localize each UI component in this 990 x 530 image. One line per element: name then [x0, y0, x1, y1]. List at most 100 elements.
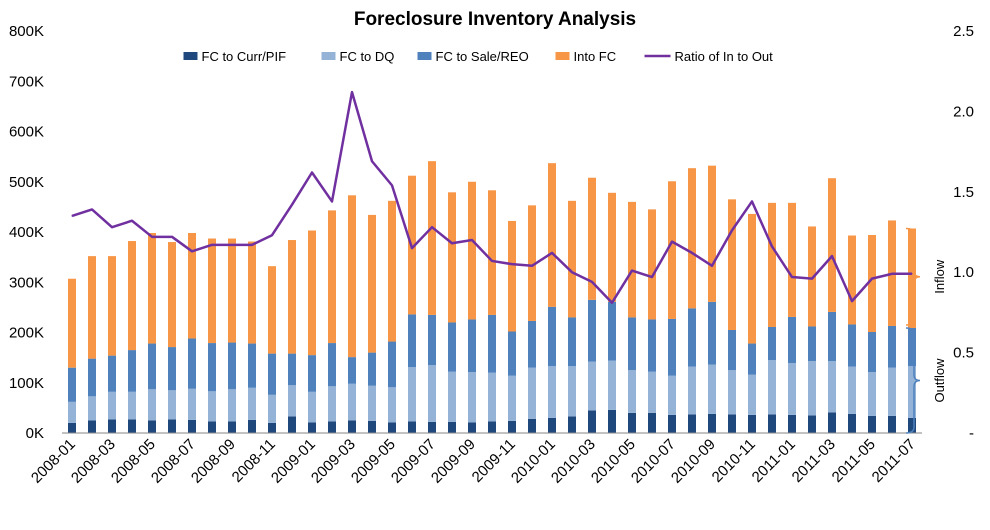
ratio-point [391, 184, 393, 186]
y-right-tick-label: - [969, 425, 974, 442]
bar-fc-to-curr-pif [428, 421, 436, 433]
bar-fc-to-curr-pif [568, 416, 576, 433]
ratio-point [71, 215, 73, 217]
bar-fc-to-sale-reo [688, 308, 696, 367]
bar-fc-to-sale-reo [588, 299, 596, 362]
bar-into-fc [328, 210, 336, 344]
bar-fc-to-dq [108, 391, 116, 420]
bar-fc-to-curr-pif [628, 412, 636, 433]
bar-fc-to-sale-reo [68, 367, 76, 402]
bar-fc-to-curr-pif [128, 419, 136, 433]
bar-fc-to-dq [428, 365, 436, 422]
legend-label: Ratio of In to Out [675, 49, 774, 64]
bar-fc-to-sale-reo [328, 343, 336, 387]
bar-fc-to-curr-pif [608, 409, 616, 433]
bar-fc-to-dq [768, 360, 776, 415]
bar-fc-to-dq [448, 371, 456, 422]
bar-fc-to-dq [568, 366, 576, 417]
ratio-point [731, 229, 733, 231]
bar-fc-to-curr-pif [148, 420, 156, 433]
bar-fc-to-curr-pif [488, 421, 496, 433]
bar-fc-to-dq [228, 389, 236, 422]
y-left-tick-label: 600K [9, 124, 44, 141]
y-axis-left: 0K 100K 200K 300K 400K 500K 600K 700K 800K [9, 23, 44, 442]
bar-fc-to-curr-pif [168, 419, 176, 433]
y-right-tick-label: 1.5 [953, 184, 974, 201]
chart-title: Foreclosure Inventory Analysis [354, 9, 636, 30]
bar-fc-to-curr-pif [288, 416, 296, 433]
bar-fc-to-sale-reo [188, 338, 196, 389]
ratio-point [771, 245, 773, 248]
bar-fc-to-curr-pif [468, 422, 476, 433]
ratio-point [791, 276, 793, 278]
bar-into-fc [608, 192, 616, 302]
bar-into-fc [708, 165, 716, 302]
ratio-point [811, 278, 813, 280]
bar-fc-to-dq [888, 367, 896, 416]
y-right-tick-label: 2.5 [953, 23, 974, 40]
bar-into-fc [148, 233, 156, 344]
bar-fc-to-dq [628, 370, 636, 413]
bar-fc-to-dq [328, 386, 336, 422]
x-tick-label: 2010-11 [709, 436, 759, 486]
bar-fc-to-sale-reo [828, 311, 836, 362]
bar-fc-to-sale-reo [388, 341, 396, 388]
ratio-point [871, 278, 873, 280]
bar-fc-to-dq [848, 366, 856, 414]
bar-fc-to-dq [88, 396, 96, 421]
bar-fc-to-dq [788, 363, 796, 415]
bar-fc-to-curr-pif [768, 414, 776, 433]
bar-fc-to-dq [828, 361, 836, 413]
ratio-point [751, 200, 753, 203]
bar-fc-to-sale-reo [748, 343, 756, 375]
bar-fc-to-sale-reo [628, 317, 636, 371]
legend-label: FC to DQ [340, 49, 395, 64]
bar-fc-to-curr-pif [648, 412, 656, 433]
bar-into-fc [128, 241, 136, 351]
bar-fc-to-dq [808, 361, 816, 416]
ratio-point [151, 236, 153, 238]
ratio-point [411, 247, 413, 249]
bar-fc-to-sale-reo [528, 320, 536, 368]
ratio-point [531, 265, 533, 267]
bar-into-fc [748, 213, 756, 344]
bar-fc-to-sale-reo [168, 347, 176, 391]
bar-into-fc [368, 214, 376, 353]
y-right-tick-label: 0.5 [953, 345, 974, 362]
bar-fc-to-sale-reo [848, 324, 856, 367]
bar-fc-to-sale-reo [508, 331, 516, 376]
x-axis: 2008-012008-032008-052008-072008-092008-… [28, 436, 919, 487]
y-left-tick-label: 300K [9, 274, 44, 291]
ratio-point [511, 263, 513, 265]
x-tick-label: 2009-09 [428, 436, 479, 487]
bar-fc-to-curr-pif [388, 422, 396, 433]
x-tick-label: 2011-05 [829, 436, 879, 486]
bar-into-fc [548, 163, 556, 307]
ratio-point [851, 300, 853, 302]
bar-fc-to-curr-pif [728, 414, 736, 433]
bar-fc-to-sale-reo [728, 329, 736, 371]
bar-fc-to-sale-reo [208, 343, 216, 392]
ratio-point [191, 250, 193, 252]
bar-fc-to-sale-reo [868, 331, 876, 373]
bar-fc-to-curr-pif [688, 414, 696, 433]
ratio-point [371, 160, 373, 162]
x-tick-label: 2011-01 [749, 436, 799, 486]
inflow-brace [905, 227, 921, 326]
bar-fc-to-dq [388, 387, 396, 423]
bar-fc-to-curr-pif [868, 415, 876, 433]
bar-fc-to-dq [308, 391, 316, 423]
bar-fc-to-dq [588, 361, 596, 411]
ratio-point [291, 204, 293, 206]
bar-into-fc [388, 200, 396, 342]
ratio-point [251, 244, 253, 246]
bar-into-fc [248, 241, 256, 344]
bar-fc-to-dq [708, 364, 716, 414]
bar-into-fc [468, 181, 476, 320]
legend-label: FC to Sale/REO [436, 49, 529, 64]
ratio-point [611, 302, 613, 304]
x-tick-label: 2008-09 [188, 436, 239, 487]
y-axis-right: - 0.5 1.0 1.5 2.0 2.5 [953, 23, 974, 442]
y-left-tick-label: 800K [9, 23, 44, 40]
bar-into-fc [588, 177, 596, 300]
